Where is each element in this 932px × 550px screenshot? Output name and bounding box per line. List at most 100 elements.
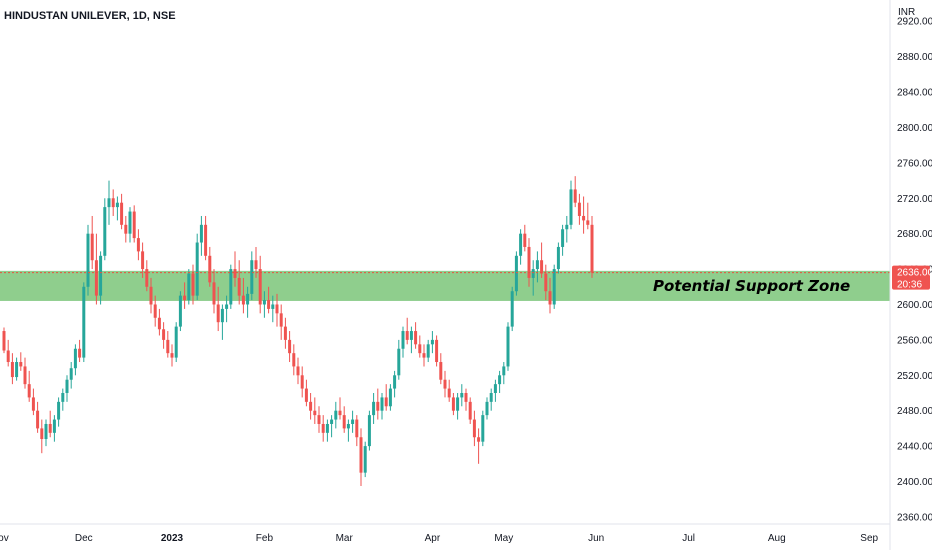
candle-body bbox=[552, 269, 556, 305]
candle-body bbox=[225, 304, 229, 309]
candle-body bbox=[153, 304, 157, 318]
candle-body bbox=[586, 220, 590, 225]
candle-body bbox=[136, 238, 140, 252]
candle-body bbox=[216, 304, 220, 323]
candle-body bbox=[430, 339, 434, 345]
candle-body bbox=[468, 401, 472, 420]
candle-body bbox=[414, 331, 418, 345]
candle-body bbox=[166, 339, 170, 354]
candle-body bbox=[506, 326, 510, 367]
candle-body bbox=[355, 419, 359, 438]
candle-body bbox=[456, 397, 460, 411]
candle-body bbox=[439, 362, 443, 380]
price-tick-label: 2680.00 bbox=[897, 229, 932, 240]
candle-body bbox=[31, 397, 35, 411]
time-tick-label: Nov bbox=[0, 533, 9, 544]
candle-body bbox=[78, 348, 82, 358]
time-tick-label: Mar bbox=[336, 533, 354, 544]
candle-body bbox=[313, 410, 317, 416]
price-tick-label: 2920.00 bbox=[897, 17, 932, 28]
candle-body bbox=[422, 353, 426, 358]
price-tick-label: 2880.00 bbox=[897, 52, 932, 63]
candle-body bbox=[61, 393, 65, 402]
candle-body bbox=[107, 198, 111, 208]
candle-body bbox=[254, 260, 258, 270]
last-price-label: 2636.00 20:36 bbox=[892, 265, 932, 291]
price-tick-label: 2760.00 bbox=[897, 158, 932, 169]
time-tick-label: Apr bbox=[425, 533, 441, 544]
price-tick-label: 2440.00 bbox=[897, 442, 932, 453]
candle-body bbox=[145, 269, 149, 287]
candle-body bbox=[502, 366, 506, 376]
candle-body bbox=[519, 233, 523, 256]
candle-body bbox=[229, 269, 233, 305]
candle-body bbox=[367, 415, 371, 447]
candle-body bbox=[464, 393, 468, 402]
price-tick-label: 2400.00 bbox=[897, 477, 932, 488]
price-tick-label: 2600.00 bbox=[897, 300, 932, 311]
candle-body bbox=[19, 362, 23, 367]
candle-body bbox=[262, 300, 266, 305]
candle-body bbox=[334, 410, 338, 420]
candle-body bbox=[304, 388, 308, 402]
candle-body bbox=[544, 273, 548, 292]
candle-body bbox=[418, 344, 422, 354]
candle-body bbox=[561, 229, 565, 247]
candle-body bbox=[132, 211, 136, 239]
last-price-value: 2636.00 bbox=[897, 268, 932, 279]
candle-body bbox=[540, 260, 544, 274]
candle-body bbox=[40, 428, 44, 440]
candle-body bbox=[246, 293, 250, 305]
price-tick-label: 2720.00 bbox=[897, 194, 932, 205]
candle-body bbox=[258, 269, 262, 305]
candle-body bbox=[241, 295, 245, 305]
candle-body bbox=[191, 273, 195, 296]
candle-body bbox=[435, 339, 439, 363]
candle-body bbox=[489, 393, 493, 402]
candle-body bbox=[372, 401, 376, 416]
candle-body bbox=[481, 415, 485, 442]
candle-body bbox=[23, 366, 27, 385]
candle-body bbox=[183, 295, 187, 301]
candle-body bbox=[531, 269, 535, 278]
candle-body bbox=[279, 313, 283, 327]
candles-layer bbox=[2, 176, 594, 486]
candle-body bbox=[44, 423, 48, 440]
candle-body bbox=[283, 326, 287, 340]
candle-body bbox=[162, 329, 166, 340]
time-axis[interactable]: Nov Dec 2023 Feb Mar Apr May Jun Jul Aug Sep bbox=[0, 533, 879, 544]
candle-body bbox=[73, 348, 77, 369]
candle-body bbox=[271, 304, 275, 309]
time-tick-label: Sep bbox=[860, 533, 878, 544]
candle-body bbox=[321, 423, 325, 433]
candle-body bbox=[36, 410, 40, 429]
time-tick-label: Jun bbox=[588, 533, 604, 544]
candle-body bbox=[577, 202, 581, 216]
candle-body bbox=[69, 368, 73, 380]
candle-body bbox=[380, 397, 384, 411]
candle-body bbox=[363, 446, 367, 473]
candle-body bbox=[472, 419, 476, 438]
candle-body bbox=[527, 246, 531, 278]
candle-body bbox=[590, 224, 594, 273]
candle-body bbox=[2, 331, 6, 351]
support-zone-band bbox=[0, 270, 890, 301]
candle-body bbox=[187, 273, 191, 301]
candle-body bbox=[124, 224, 128, 234]
candle-body bbox=[178, 295, 182, 327]
candle-body bbox=[90, 233, 94, 261]
candle-body bbox=[128, 211, 132, 234]
candle-body bbox=[199, 224, 203, 243]
candle-body bbox=[296, 366, 300, 376]
candle-body bbox=[233, 269, 237, 278]
candle-body bbox=[493, 384, 497, 393]
candle-body bbox=[212, 282, 216, 305]
candle-body bbox=[376, 401, 380, 411]
candle-body bbox=[409, 331, 413, 340]
candle-body bbox=[573, 189, 577, 203]
time-tick-label: May bbox=[494, 533, 513, 544]
candle-body bbox=[250, 260, 254, 294]
candle-body bbox=[103, 207, 107, 256]
candle-body bbox=[237, 277, 241, 296]
